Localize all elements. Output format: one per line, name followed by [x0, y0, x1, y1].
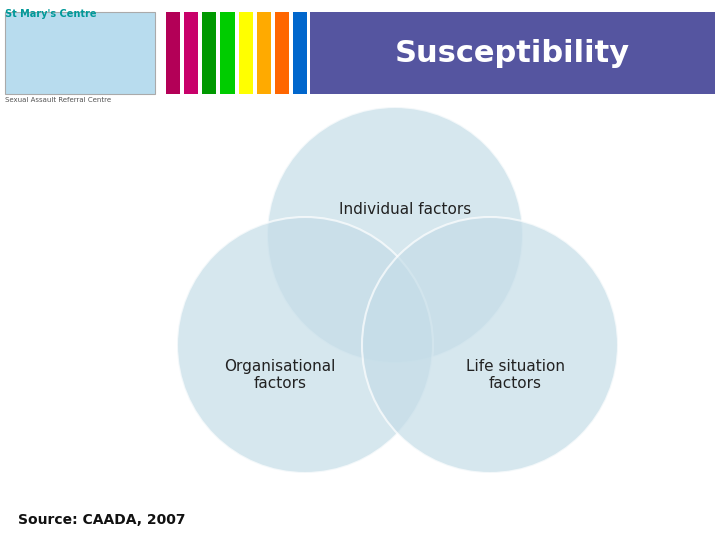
Bar: [184, 12, 198, 94]
Bar: [166, 12, 180, 94]
Bar: [293, 12, 307, 94]
Circle shape: [177, 217, 433, 473]
Circle shape: [362, 217, 618, 473]
Bar: [220, 12, 235, 94]
Text: Susceptibility: Susceptibility: [395, 38, 629, 68]
Text: Organisational
factors: Organisational factors: [225, 359, 336, 391]
Text: Life situation
factors: Life situation factors: [466, 359, 564, 391]
Bar: [238, 12, 253, 94]
Bar: [5, 12, 155, 94]
Bar: [275, 12, 289, 94]
Circle shape: [267, 107, 523, 363]
Bar: [310, 12, 715, 94]
Bar: [256, 12, 271, 94]
Text: Individual factors: Individual factors: [339, 202, 471, 218]
Bar: [202, 12, 217, 94]
Text: St Mary's Centre: St Mary's Centre: [5, 9, 96, 19]
Text: Sexual Assault Referral Centre: Sexual Assault Referral Centre: [5, 97, 111, 103]
Text: Source: CAADA, 2007: Source: CAADA, 2007: [18, 513, 186, 527]
